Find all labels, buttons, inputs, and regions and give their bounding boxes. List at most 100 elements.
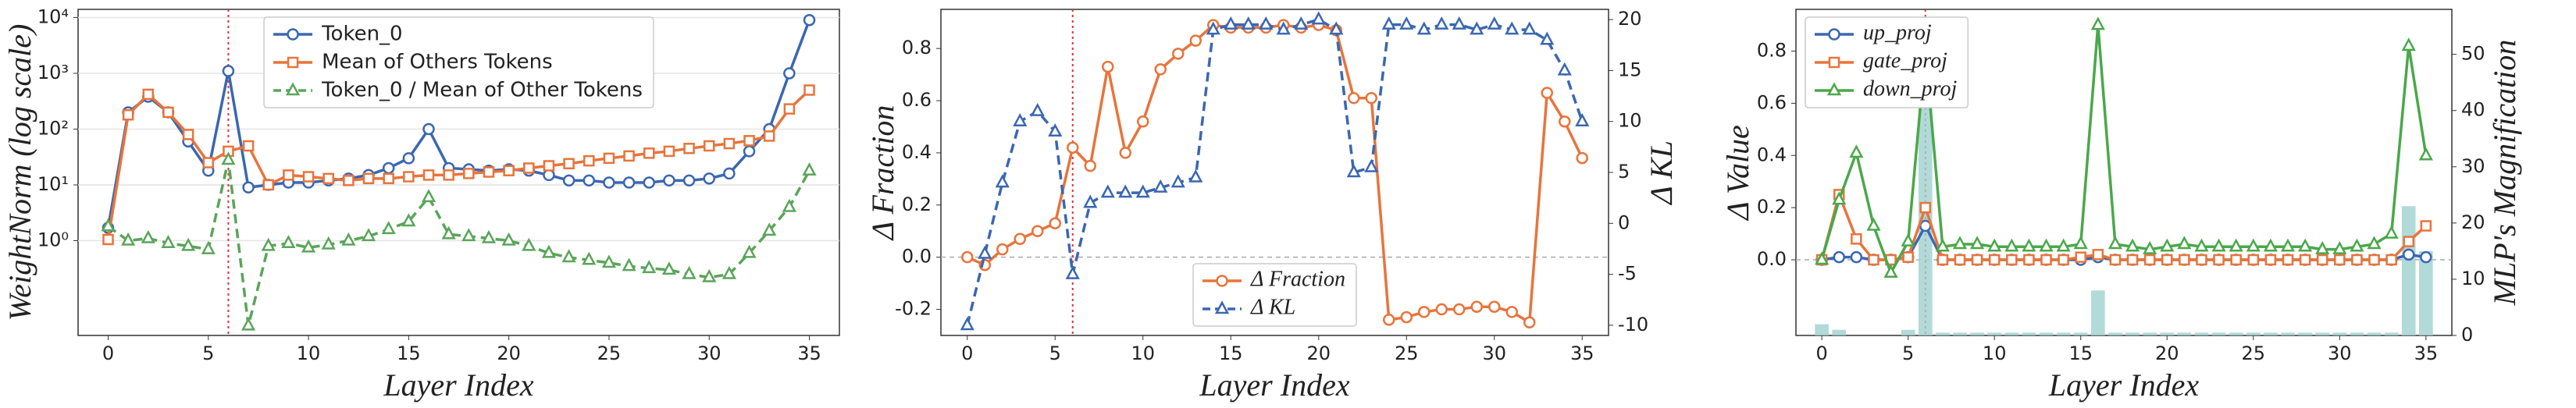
legend-label: Token_0 / Mean of Other Tokens (321, 79, 643, 102)
marker (101, 218, 116, 232)
bar (2419, 250, 2433, 335)
marker (2282, 254, 2294, 266)
marker (402, 152, 415, 165)
marker (1084, 159, 1096, 172)
x-tick-label: 0 (1816, 342, 1828, 364)
marker (2177, 236, 2192, 250)
marker (182, 129, 194, 140)
bar (2211, 332, 2226, 335)
marker (1416, 21, 1431, 35)
marker (1067, 141, 1079, 154)
marker (1241, 16, 1256, 30)
y-tick-label: 0.4 (1757, 144, 1787, 165)
legend-label: up_proj (1863, 20, 1932, 44)
bar (2246, 332, 2261, 335)
legend-marker (1828, 56, 1840, 69)
marker (1014, 232, 1026, 246)
marker (2143, 241, 2157, 254)
marker (623, 150, 635, 162)
x-tick-label: 10 (1131, 342, 1155, 364)
x-tick-label: 10 (297, 342, 321, 364)
marker (1135, 184, 1150, 198)
marker (1505, 306, 1518, 318)
bar (2401, 206, 2416, 335)
marker (563, 158, 575, 170)
x-tick-label: 0 (961, 342, 973, 364)
marker (1119, 147, 1131, 159)
y2-tick-label: 20 (2461, 211, 2485, 233)
marker (2246, 238, 2261, 252)
marker (1833, 250, 1846, 264)
marker (2299, 254, 2311, 266)
marker (2075, 251, 2086, 263)
marker (1383, 314, 1395, 326)
marker (541, 244, 557, 258)
marker (1049, 217, 1061, 229)
marker (522, 237, 536, 251)
legend-box (1805, 16, 1969, 108)
legend-box (1192, 263, 1357, 327)
x-tick-label: 0 (102, 342, 114, 364)
marker (341, 232, 356, 246)
marker (782, 198, 796, 212)
marker (1970, 236, 1985, 250)
y2-tick-label: 0 (1618, 211, 1630, 233)
marker (262, 179, 274, 191)
legend: up_proj gate_proj down_proj (1805, 16, 1969, 108)
x-tick-label: 15 (2068, 342, 2093, 364)
y2-tick-label: 50 (2461, 43, 2485, 65)
y2-tick-label: 30 (2461, 155, 2485, 177)
marker (2350, 238, 2364, 252)
y2-axis-label: MLP's Magnification (2487, 40, 2522, 307)
marker (802, 162, 817, 176)
marker (1557, 62, 1572, 76)
marker (2092, 249, 2104, 261)
marker (2213, 254, 2225, 266)
marker (2058, 254, 2069, 266)
x-tick-label: 5 (1049, 342, 1061, 364)
marker (2143, 254, 2156, 266)
marker (1294, 16, 1309, 30)
marker (682, 174, 696, 187)
bar (2056, 332, 2071, 335)
legend-marker (1828, 28, 1840, 41)
marker (361, 228, 376, 242)
marker (1541, 87, 1553, 99)
marker (622, 257, 636, 271)
marker (601, 254, 617, 268)
marker (978, 245, 992, 259)
legend: Δ Fraction Δ KL (1192, 263, 1357, 327)
legend-label: Token_0 (321, 23, 403, 46)
marker (743, 135, 755, 147)
legend-marker (287, 56, 299, 69)
marker (1259, 16, 1274, 30)
marker (202, 157, 215, 169)
marker (2229, 238, 2243, 252)
marker (461, 228, 476, 242)
marker (2368, 254, 2380, 266)
marker (583, 154, 595, 167)
marker (1154, 63, 1167, 76)
marker (603, 152, 615, 165)
marker (301, 239, 316, 253)
bar (2298, 332, 2312, 335)
marker (1418, 306, 1431, 318)
marker (382, 161, 395, 175)
y-tick-label: 0.2 (1757, 196, 1787, 218)
x-tick-label: 25 (1395, 342, 1419, 364)
marker (1470, 300, 1483, 313)
marker (783, 67, 796, 80)
marker (2125, 238, 2140, 252)
marker (543, 169, 555, 182)
y2-tick-label: 15 (1618, 59, 1642, 80)
y2-tick-label: -10 (1618, 314, 1648, 335)
marker (2073, 236, 2088, 250)
marker (401, 213, 416, 227)
marker (703, 140, 715, 152)
x-tick-label: 30 (697, 342, 721, 364)
marker (2056, 238, 2071, 252)
x-tick-label: 35 (1570, 342, 1594, 364)
marker (1487, 16, 1502, 30)
marker (1348, 91, 1360, 105)
